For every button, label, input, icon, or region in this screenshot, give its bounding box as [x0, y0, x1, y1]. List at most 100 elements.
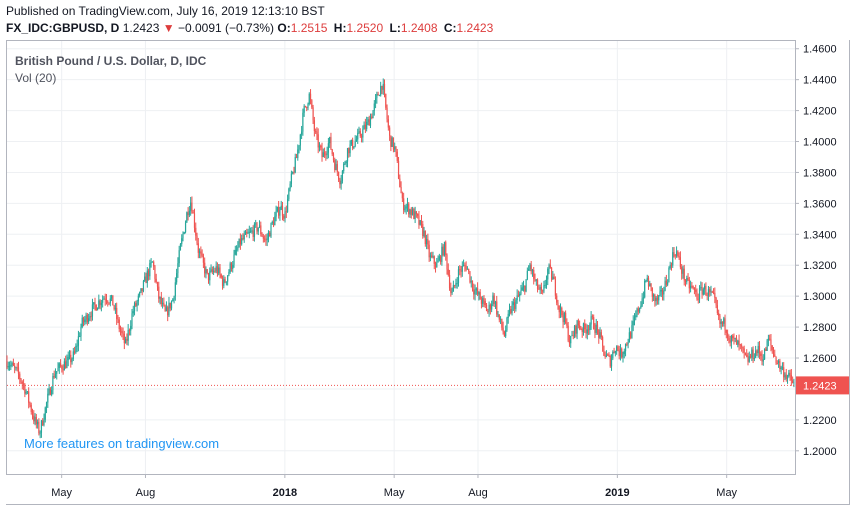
candle-body [570, 335, 572, 344]
y-tick-label: 1.3600 [803, 198, 837, 210]
candle-body [210, 269, 212, 272]
candle-body [191, 202, 193, 213]
candle-body [485, 304, 488, 312]
candle-body [205, 269, 207, 274]
candle-body [56, 371, 58, 374]
candle-body [501, 318, 503, 328]
candle-body [465, 265, 467, 270]
candle-body [496, 301, 498, 315]
candle-body [408, 203, 410, 215]
candle-body [312, 107, 314, 121]
candle-body [309, 93, 312, 101]
candle-body [434, 263, 437, 268]
candle-body [209, 271, 211, 281]
candle-body [422, 224, 424, 236]
candle-body [190, 202, 192, 211]
candle-body [760, 353, 762, 356]
candle-body [109, 298, 111, 304]
candle-body [15, 367, 17, 369]
candle-body [539, 286, 541, 290]
candle-body [628, 332, 630, 343]
volume-indicator-label[interactable]: Vol (20) [15, 71, 56, 85]
candle-body [381, 85, 383, 90]
candle-body [349, 144, 351, 154]
candle-body [792, 380, 794, 384]
candle-body [491, 304, 493, 310]
candle-body [612, 351, 614, 359]
candle-body [316, 131, 318, 135]
candle-body [132, 311, 134, 314]
candle-body [492, 295, 494, 305]
candle-body [369, 116, 372, 126]
candle-body [200, 251, 202, 254]
candle-body [196, 235, 198, 244]
candle-body [531, 270, 534, 272]
candle-body [126, 338, 128, 341]
candle-body [99, 300, 101, 306]
candle-body [288, 188, 290, 200]
candle-body [149, 263, 151, 277]
candle-body [368, 119, 370, 126]
candle-body [478, 292, 480, 295]
candle-body [624, 343, 627, 352]
candle-body [770, 339, 772, 346]
candle-body [85, 314, 87, 320]
candle-body [363, 124, 365, 130]
candle-body [33, 415, 35, 422]
candle-body [131, 313, 133, 326]
candle-body [475, 288, 477, 291]
y-tick-label: 1.4200 [803, 106, 837, 118]
candle-body [654, 294, 656, 302]
candle-body [238, 238, 240, 248]
candle-body [81, 317, 83, 328]
candle-body [630, 332, 632, 338]
candle-body [663, 290, 665, 295]
candle-body [16, 367, 18, 369]
candle-body [641, 298, 643, 306]
candle-body [10, 364, 12, 367]
x-tick-label: May [51, 487, 72, 499]
candle-body [80, 327, 82, 337]
candle-body [725, 329, 727, 333]
candle-body [438, 256, 440, 261]
candle-body [332, 154, 335, 161]
candle-body [52, 376, 54, 391]
candle-body [267, 232, 270, 239]
candle-body [72, 351, 74, 359]
candle-body [24, 384, 26, 394]
candle-body [357, 132, 359, 140]
candle-body [695, 289, 697, 292]
x-tick-label: Aug [468, 487, 488, 499]
candle-body [37, 421, 39, 425]
time-axis[interactable]: May Aug 2018 May Aug 2019 May [51, 474, 738, 499]
candle-body [410, 209, 412, 215]
candle-body [321, 147, 323, 158]
candle-body [651, 287, 653, 297]
candle-body [540, 286, 542, 291]
candle-body [286, 199, 289, 212]
candle-body [260, 225, 262, 234]
price-axis[interactable]: 1.4600 1.4400 1.4200 1.4000 1.3800 1.3600 1.34… [795, 44, 837, 458]
candle-body [462, 264, 465, 266]
candle-body [446, 254, 448, 270]
candle-body [724, 318, 726, 330]
candle-body [747, 356, 749, 362]
candle-body [451, 291, 453, 293]
candle-body [425, 238, 428, 245]
candle-body [512, 302, 514, 305]
candle-body [280, 205, 282, 211]
candle-body [154, 266, 156, 279]
candle-body [788, 372, 790, 377]
candle-body [635, 315, 637, 318]
candle-body [428, 244, 430, 258]
candle-body [147, 270, 150, 277]
promo-link[interactable]: More features on tradingview.com [24, 436, 219, 451]
candle-body [170, 301, 173, 309]
candle-body [674, 255, 676, 257]
candle-body [183, 232, 185, 234]
candle-body [769, 338, 771, 340]
candle-body [382, 83, 384, 90]
candle-body [380, 85, 382, 96]
candle-body [123, 333, 125, 344]
